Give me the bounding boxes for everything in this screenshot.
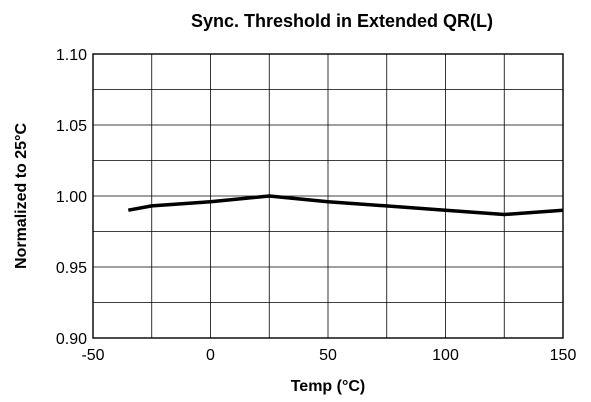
grid	[92, 53, 564, 339]
x-tick-labels: -50 0 50 100 150	[81, 347, 576, 364]
x-tick-label: 50	[319, 347, 337, 364]
y-tick-label: 0.90	[56, 331, 87, 348]
x-tick-label: 100	[432, 347, 459, 364]
x-axis-label: Temp (°C)	[291, 378, 366, 395]
y-tick-label: 0.95	[56, 260, 87, 277]
x-tick-label: 150	[550, 347, 577, 364]
y-tick-label: 1.10	[56, 47, 87, 64]
y-tick-labels: 0.90 0.95 1.00 1.05 1.10	[56, 47, 87, 348]
x-tick-label: -50	[81, 347, 104, 364]
series-line	[127, 194, 564, 217]
chart-title: Sync. Threshold in Extended QR(L)	[191, 11, 493, 31]
y-tick-label: 1.00	[56, 189, 87, 206]
y-tick-label: 1.05	[56, 118, 87, 135]
plot-frame	[92, 53, 564, 339]
series-group	[127, 194, 564, 217]
x-tick-label: 0	[206, 347, 215, 364]
y-axis-label: Normalized to 25°C	[13, 123, 30, 269]
